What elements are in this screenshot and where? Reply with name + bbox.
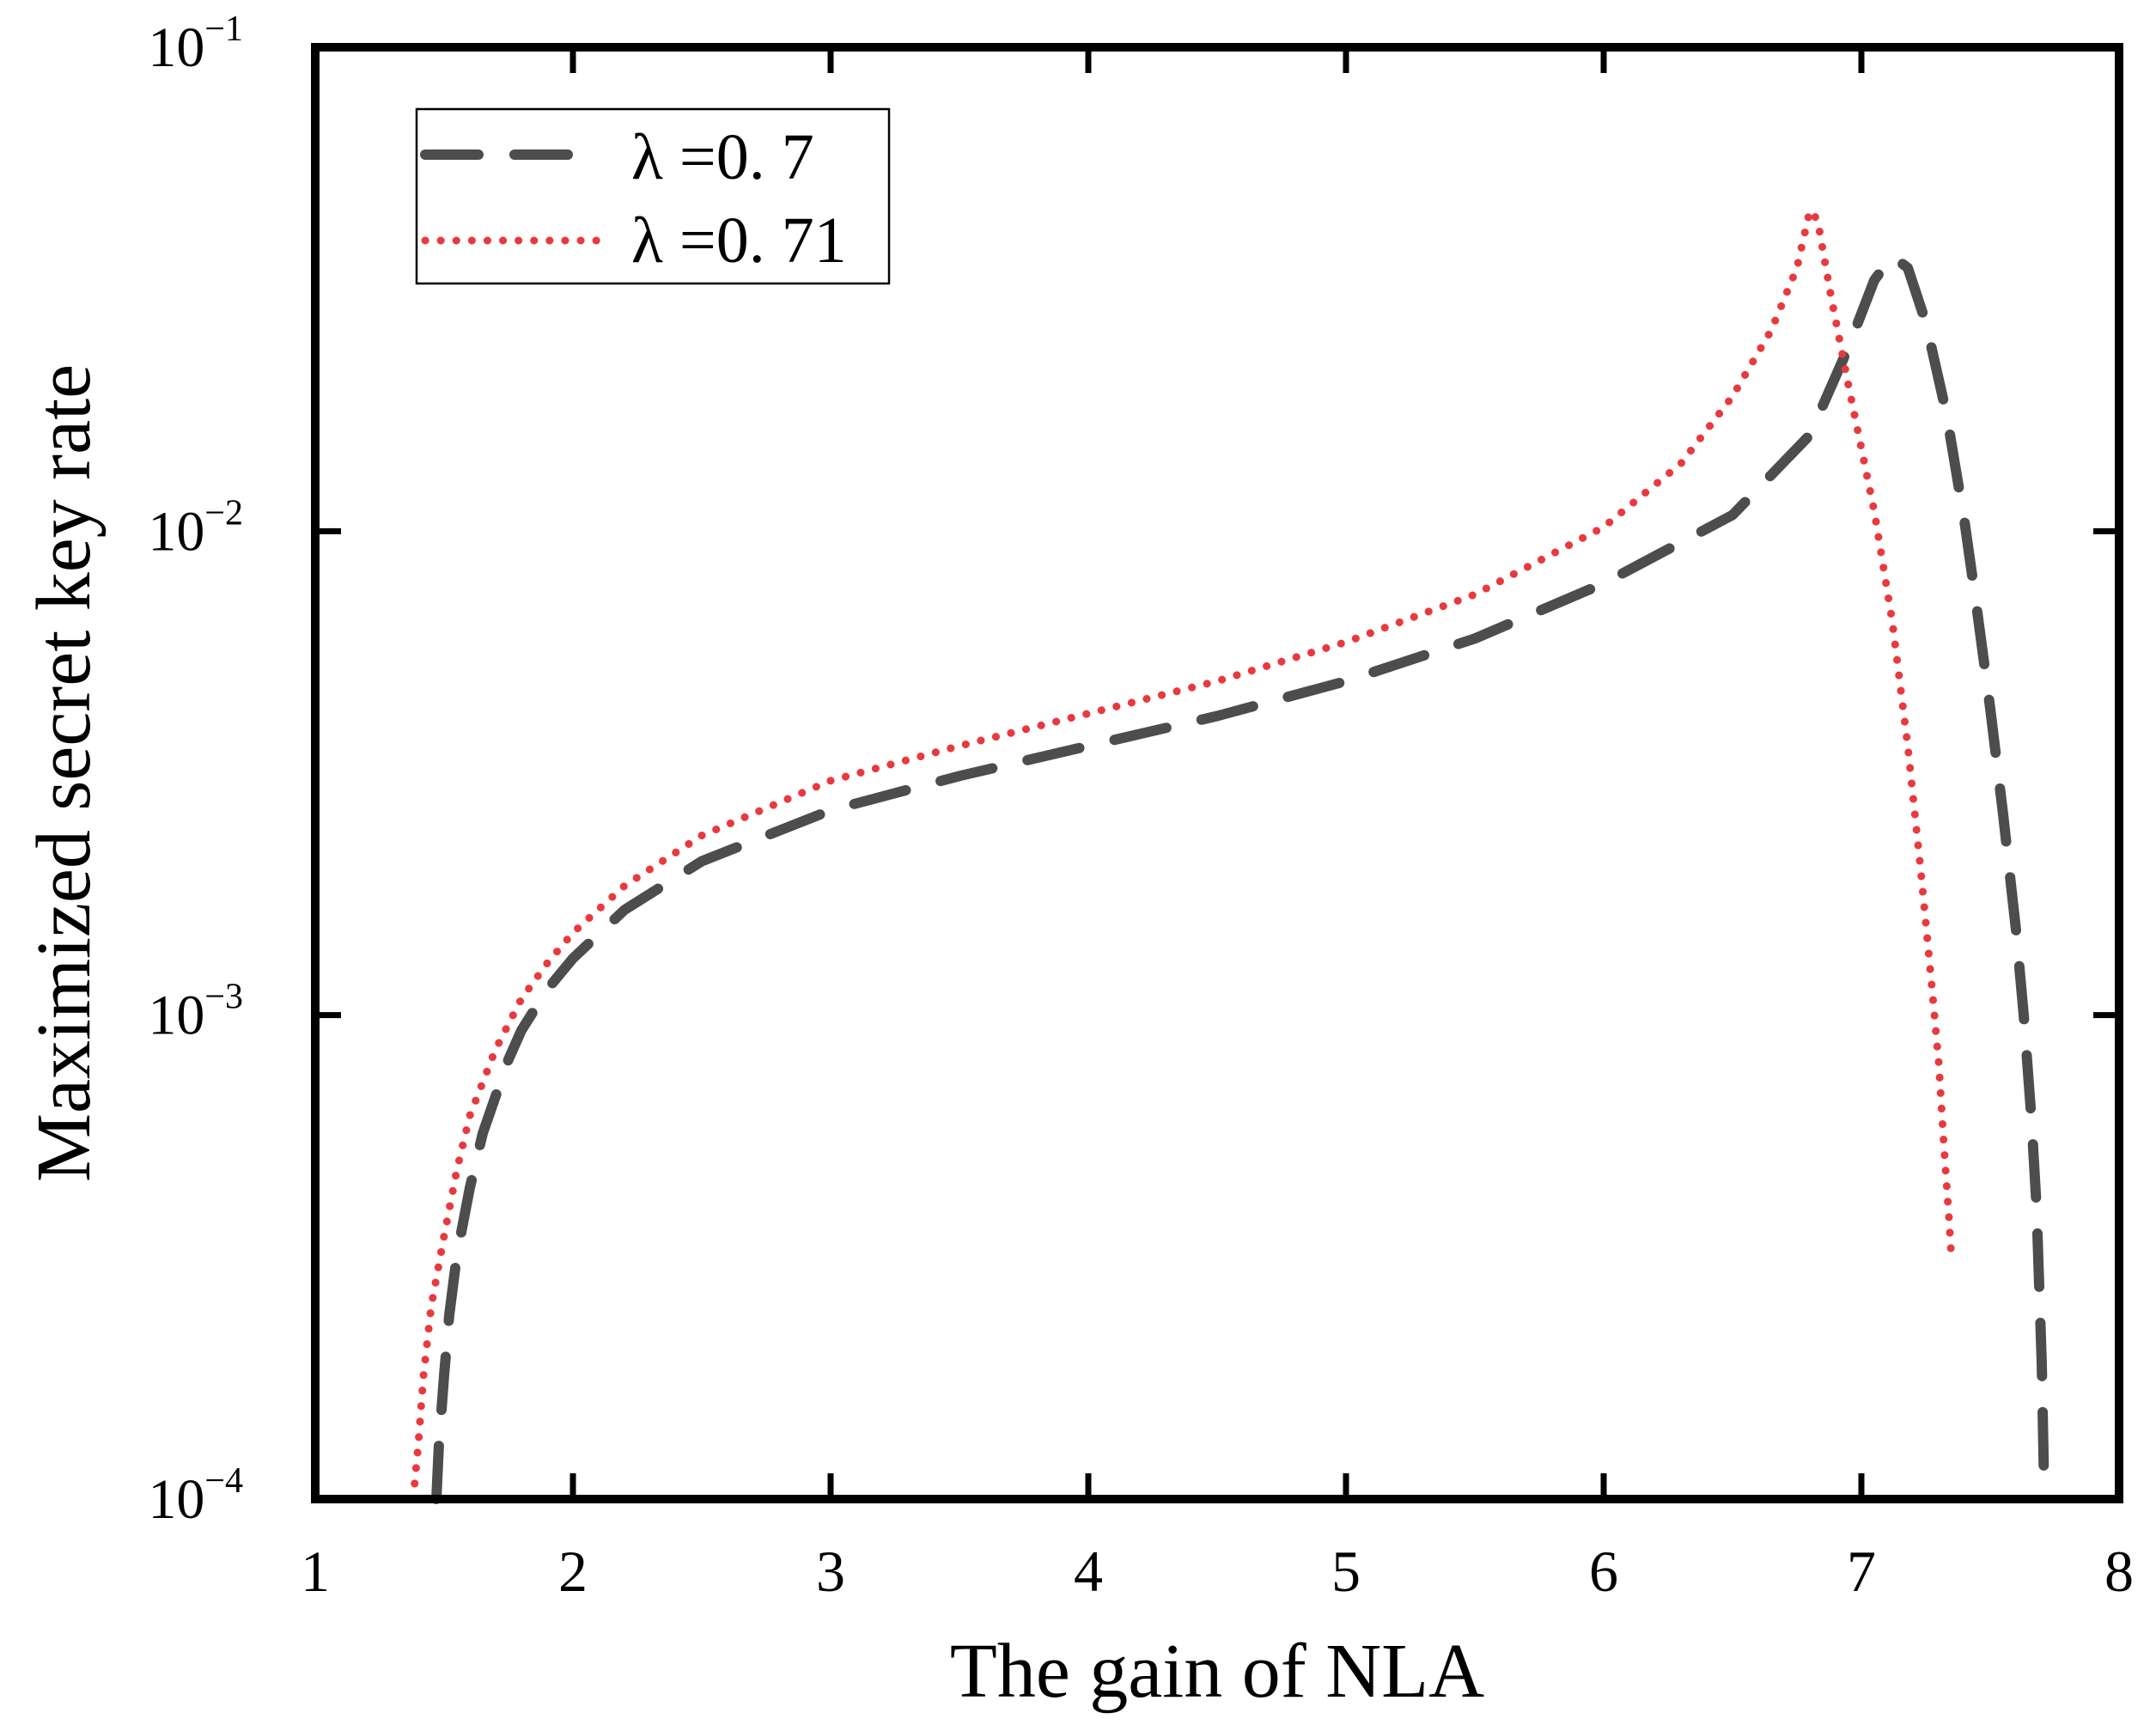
x-tick-label-4: 5	[1331, 1539, 1361, 1604]
series-line-1	[409, 206, 1956, 1503]
legend-label-series-1: λ =0. 71	[631, 204, 847, 277]
x-axis-label: The gain of NLA	[950, 1629, 1484, 1714]
x-tick-label-6: 7	[1847, 1539, 1876, 1604]
y-tick-exponent-1: −3	[204, 978, 243, 1017]
legend-label-series-0: λ =0. 7	[631, 121, 814, 193]
series-line-0	[431, 251, 2049, 1504]
legend: λ =0. 7 λ =0. 71	[415, 107, 891, 285]
y-tick-exponent-3: −1	[204, 9, 243, 49]
x-tick-label-7: 8	[2104, 1539, 2134, 1604]
x-tick-label-0: 1	[301, 1539, 330, 1604]
x-tick-label-5: 6	[1589, 1539, 1618, 1604]
x-tick-label-2: 3	[816, 1539, 845, 1604]
y-tick-label-2: 10−2	[148, 493, 243, 563]
x-tick-label-3: 4	[1074, 1539, 1103, 1604]
legend-box	[415, 107, 891, 285]
y-tick-exponent-2: −2	[204, 493, 243, 533]
axes-frame	[311, 43, 2123, 1503]
y-tick-exponent-0: −4	[204, 1461, 243, 1501]
plot-layer	[409, 206, 2049, 1504]
x-tick-label-1: 2	[558, 1539, 588, 1604]
y-axis-label: Maximized secret key rate	[21, 364, 107, 1182]
